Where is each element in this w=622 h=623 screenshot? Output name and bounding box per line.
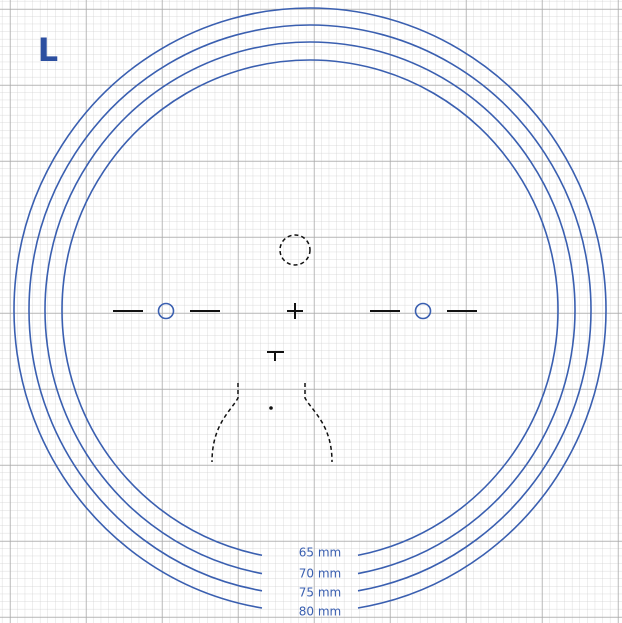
center-cross <box>287 303 303 319</box>
dot <box>269 406 273 410</box>
pupil-circle <box>157 302 175 320</box>
eye-label: L <box>38 31 58 69</box>
dashed-curve <box>211 383 239 463</box>
ring-label: 65 mm <box>299 546 341 560</box>
ring <box>13 7 607 609</box>
dashed-curve <box>304 383 333 463</box>
ring-label: 80 mm <box>299 605 341 619</box>
ring <box>28 24 592 592</box>
dashed-circle <box>279 234 311 266</box>
pupil-circle <box>414 302 432 320</box>
ring-label: 70 mm <box>299 567 341 581</box>
ring <box>61 59 559 557</box>
ring <box>44 41 576 575</box>
ring-label: 75 mm <box>299 586 341 600</box>
markings <box>113 234 477 463</box>
t-mark <box>267 351 284 361</box>
rings: 65 mm 70 mm 75 mm 80 mm <box>13 7 607 619</box>
